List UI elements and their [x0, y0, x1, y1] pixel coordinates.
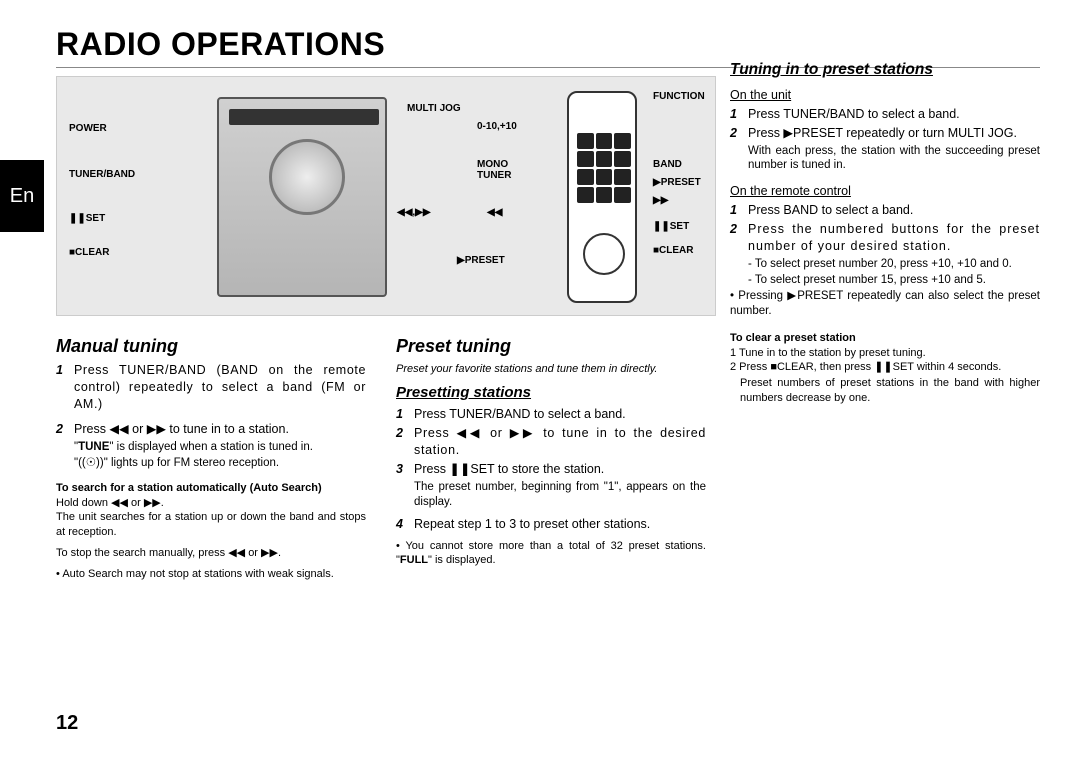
label-set: ❚❚SET: [69, 213, 105, 224]
tp-c2: 2 Press ■CLEAR, then press ❚❚SET within …: [730, 360, 1040, 375]
tp-r-step2: Press the numbered buttons for the prese…: [748, 221, 1040, 255]
label-on-remote: On the remote control: [730, 183, 1040, 200]
mt-step2-note1: "TUNE" is displayed when a station is tu…: [74, 440, 366, 455]
label-clear-r: ■CLEAR: [653, 245, 693, 256]
label-zero-ten: 0-10,+10: [477, 121, 517, 132]
label-band: BAND: [653, 159, 682, 170]
label-clear: ■CLEAR: [69, 247, 109, 258]
label-set-r: ❚❚SET: [653, 221, 689, 232]
step-num: 2: [730, 221, 742, 255]
label-function: FUNCTION: [653, 91, 705, 102]
tp-r-b1: Pressing ▶PRESET repeatedly can also sel…: [730, 289, 1040, 319]
tp-u-step2: Press ▶PRESET repeatedly or turn MULTI J…: [748, 125, 1017, 142]
pt-bullet: You cannot store more than a total of 32…: [396, 539, 706, 569]
mt-step1: Press TUNER/BAND (BAND on the remote con…: [74, 362, 366, 413]
mt-step2-note2: "((☉))" lights up for FM stereo receptio…: [74, 456, 366, 471]
label-preset-mid: ▶PRESET: [457, 255, 505, 266]
step-num: 1: [396, 406, 408, 423]
tp-u-step1: Press TUNER/BAND to select a band.: [748, 106, 960, 123]
heading-preset-tuning: Preset tuning: [396, 334, 706, 358]
mt-auto-line2: The unit searches for a station up or do…: [56, 510, 366, 540]
mt-auto-line3: To stop the search manually, press ◀◀ or…: [56, 546, 366, 561]
step-num: 2: [396, 425, 408, 459]
heading-manual-tuning: Manual tuning: [56, 334, 366, 358]
label-multi-jog: MULTI JOG: [407, 103, 461, 114]
step-num: 1: [730, 106, 742, 123]
heading-tuning-preset: Tuning in to preset stations: [730, 60, 1040, 81]
col-preset-tuning: Preset tuning Preset your favorite stati…: [396, 328, 706, 582]
label-tuner-band: TUNER/BAND: [69, 169, 135, 180]
col-manual-tuning: Manual tuning 1Press TUNER/BAND (BAND on…: [56, 328, 366, 582]
label-rew-remote: ◀◀: [487, 207, 502, 218]
pt-step4: Repeat step 1 to 3 to preset other stati…: [414, 516, 650, 533]
pt-step3-note: The preset number, beginning from "1", a…: [414, 480, 706, 510]
tp-c-note: Preset numbers of preset stations in the…: [740, 376, 1040, 405]
label-preset-r: ▶PRESET: [653, 177, 701, 188]
tp-r-d1: To select preset number 20, press +10, +…: [748, 257, 1040, 272]
pt-step2: Press ◀◀ or ▶▶ to tune in to the desired…: [414, 425, 706, 459]
pt-intro: Preset your favorite stations and tune t…: [396, 362, 706, 377]
label-ff: ▶▶: [653, 195, 668, 206]
step-num: 1: [56, 362, 68, 413]
remote-illustration: [567, 91, 637, 303]
tp-r-d2: To select preset number 15, press +10 an…: [748, 273, 1040, 288]
pt-step3: Press ❚❚SET to store the station.: [414, 461, 604, 478]
heading-clear-preset: To clear a preset station: [730, 331, 1040, 346]
step-num: 1: [730, 202, 742, 219]
mt-auto-bullet: Auto Search may not stop at stations wit…: [56, 567, 366, 582]
heading-presetting-stations: Presetting stations: [396, 383, 706, 403]
tp-c1: 1 Tune in to the station by preset tunin…: [730, 346, 1040, 361]
step-num: 2: [56, 421, 68, 438]
pt-step1: Press TUNER/BAND to select a band.: [414, 406, 626, 423]
page-number: 12: [56, 712, 78, 735]
label-power: POWER: [69, 123, 107, 134]
label-mono-tuner: MONO TUNER: [477, 159, 511, 181]
stereo-unit-illustration: [217, 97, 387, 297]
tp-r-step1: Press BAND to select a band.: [748, 202, 913, 219]
label-rewff: ◀◀,▶▶: [397, 207, 431, 218]
step-num: 2: [730, 125, 742, 142]
mt-auto-heading: To search for a station automatically (A…: [56, 481, 366, 496]
step-num: 3: [396, 461, 408, 478]
language-tab: En: [0, 160, 44, 232]
col-tuning-preset: Tuning in to preset stations On the unit…: [730, 54, 1040, 406]
manual-page: En RADIO OPERATIONS POWER TUNER/BAND ❚❚S…: [0, 0, 1080, 763]
tp-u-step2-note: With each press, the station with the su…: [748, 144, 1040, 174]
mt-step2: Press ◀◀ or ▶▶ to tune in to a station.: [74, 421, 289, 438]
label-on-unit: On the unit: [730, 87, 1040, 104]
mt-auto-line1: Hold down ◀◀ or ▶▶.: [56, 496, 366, 511]
step-num: 4: [396, 516, 408, 533]
controls-diagram: POWER TUNER/BAND ❚❚SET ■CLEAR MULTI JOG …: [56, 76, 716, 316]
